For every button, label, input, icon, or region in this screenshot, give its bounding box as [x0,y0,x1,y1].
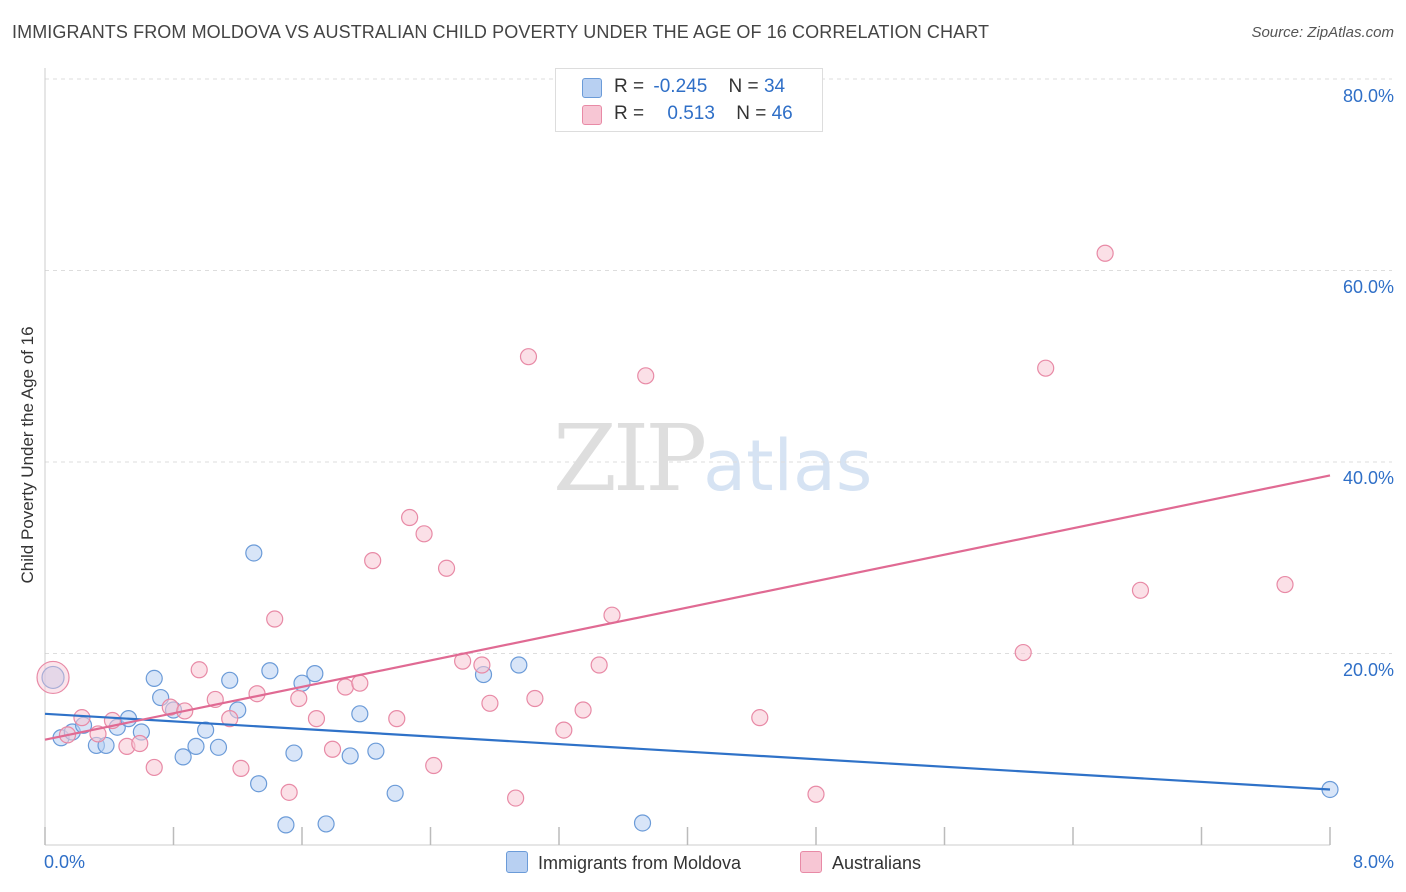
legend-swatch-pink [800,851,822,873]
y-tick-label-20: 20.0% [1342,660,1394,680]
data-point-moldova [197,721,215,739]
legend-label-australians: Australians [832,853,922,873]
data-point-australians [574,701,592,719]
data-point-australians [190,661,208,679]
data-point-australians [307,710,326,728]
data-point-moldova [174,748,192,766]
data-point-australians [36,660,70,695]
legend-label-moldova: Immigrants from Moldova [538,853,742,873]
data-point-australians [1037,359,1055,377]
data-point-australians [221,710,239,728]
y-tick-label-80: 80.0% [1342,86,1394,106]
legend-swatch-blue [506,851,528,873]
chart-title: IMMIGRANTS FROM MOLDOVA VS AUSTRALIAN CH… [12,22,990,42]
data-point-moldova [277,816,295,834]
legend-n-value: 34 [763,76,786,97]
legend-item-australians[interactable]: Australians [800,851,921,874]
data-point-moldova [367,742,385,760]
legend-r-label: R = [614,103,645,124]
watermark-zip: ZIP [553,405,707,512]
data-point-australians [351,674,369,692]
data-point-moldova [633,814,652,832]
data-point-moldova [221,671,239,689]
data-point-moldova [285,744,303,762]
x-tick-label-min: 0.0% [44,852,86,872]
data-point-australians [415,525,433,543]
data-point-australians [1014,643,1032,662]
data-point-moldova [145,669,163,687]
legend-n-label: N = [736,103,767,124]
data-point-moldova [41,665,65,690]
legend-n-label: N = [728,76,759,97]
data-point-australians [425,756,443,775]
legend-n-value: 46 [771,103,793,124]
watermark: ZIPatlas [553,405,872,512]
data-point-australians [637,367,655,385]
data-point-australians [807,785,825,803]
data-point-australians [145,758,163,777]
data-point-australians [507,789,525,807]
data-point-australians [364,552,382,570]
data-point-australians [1096,244,1114,262]
legend-r-label: R = [614,76,645,97]
data-point-moldova [209,738,228,756]
data-point-moldova [341,747,359,765]
y-tick-label-40: 40.0% [1342,468,1394,488]
correlation-legend: R = -0.245 N = 34 R = 0.513 N = 46 [555,68,823,132]
data-point-australians [248,685,266,703]
data-point-australians [336,678,354,696]
legend-item-moldova[interactable]: Immigrants from Moldova [506,851,741,874]
data-point-moldova [261,662,279,680]
x-tick-label-max: 8.0% [1352,852,1394,872]
data-point-moldova [317,815,335,833]
data-point-moldova [351,705,369,723]
data-point-moldova [306,665,324,683]
data-point-australians [473,656,491,674]
data-point-australians [590,656,608,674]
watermark-atlas: atlas [703,425,873,507]
data-point-australians [1276,575,1294,594]
data-point-australians [526,689,544,708]
data-point-australians [481,694,499,712]
trendline-moldova [44,712,1331,791]
legend-swatch-blue [582,78,602,98]
source-label: Source: ZipAtlas.com [1251,24,1394,41]
data-point-australians [437,559,456,577]
data-point-australians [751,709,769,727]
trendline-australians [44,474,1331,741]
data-point-australians [401,508,419,527]
data-point-australians [1131,581,1150,599]
data-point-australians [290,689,308,708]
data-point-australians [323,740,342,758]
data-point-australians [555,721,573,739]
data-point-moldova [510,656,528,674]
data-point-australians [388,710,406,728]
data-point-moldova [386,784,404,802]
data-point-australians [280,783,298,801]
y-tick-label-60: 60.0% [1342,277,1394,297]
data-point-moldova [245,544,263,562]
legend-swatch-pink [582,105,602,125]
data-point-moldova [187,737,205,755]
data-point-australians [519,348,538,366]
data-point-australians [131,734,149,753]
data-point-australians [266,610,284,628]
y-axis-label: Child Poverty Under the Age of 16 [18,326,37,584]
data-point-moldova [250,775,268,793]
legend-r-value: -0.245 [653,76,708,97]
legend-r-value: 0.513 [667,103,715,124]
data-point-australians [73,709,91,727]
data-point-australians [232,759,250,778]
